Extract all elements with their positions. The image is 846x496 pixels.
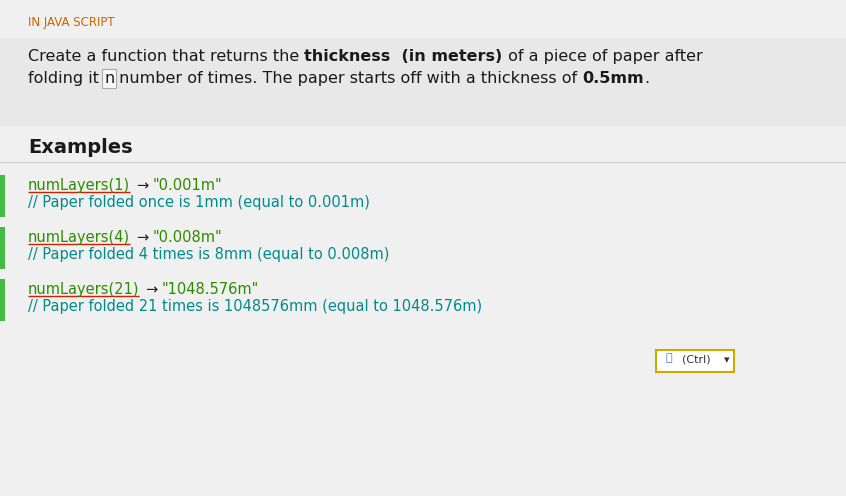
Bar bbox=[0, 279, 5, 321]
Bar bbox=[0, 175, 5, 217]
Text: →: → bbox=[136, 178, 148, 193]
Text: "0.001m": "0.001m" bbox=[152, 178, 222, 193]
Text: 0.5mm: 0.5mm bbox=[583, 71, 645, 86]
Text: .: . bbox=[645, 71, 650, 86]
Text: numLayers(21): numLayers(21) bbox=[28, 282, 140, 297]
Text: IN JAVA SCRIPT: IN JAVA SCRIPT bbox=[28, 16, 114, 29]
Text: of a piece of paper after: of a piece of paper after bbox=[503, 49, 702, 64]
Text: number of times. The paper starts off with a thickness of: number of times. The paper starts off wi… bbox=[114, 71, 583, 86]
Bar bbox=[0, 227, 5, 269]
Text: "1048.576m": "1048.576m" bbox=[162, 282, 259, 297]
Text: Examples: Examples bbox=[28, 138, 133, 157]
Text: thickness  (in meters): thickness (in meters) bbox=[305, 49, 503, 64]
Text: (Ctrl): (Ctrl) bbox=[682, 354, 711, 364]
Text: →: → bbox=[146, 282, 157, 297]
Text: n: n bbox=[104, 71, 114, 86]
Text: ▾: ▾ bbox=[724, 355, 729, 365]
Text: // Paper folded 21 times is 1048576mm (equal to 1048.576m): // Paper folded 21 times is 1048576mm (e… bbox=[28, 299, 482, 314]
Text: numLayers(1): numLayers(1) bbox=[28, 178, 130, 193]
Text: folding it: folding it bbox=[28, 71, 104, 86]
FancyBboxPatch shape bbox=[0, 38, 846, 126]
Text: numLayers(4): numLayers(4) bbox=[28, 230, 130, 245]
Text: →: → bbox=[136, 230, 148, 245]
Text: 📋: 📋 bbox=[666, 353, 673, 363]
FancyBboxPatch shape bbox=[102, 69, 117, 88]
Text: // Paper folded once is 1mm (equal to 0.001m): // Paper folded once is 1mm (equal to 0.… bbox=[28, 195, 370, 210]
Text: "0.008m": "0.008m" bbox=[152, 230, 222, 245]
Text: Create a function that returns the: Create a function that returns the bbox=[28, 49, 305, 64]
Text: // Paper folded 4 times is 8mm (equal to 0.008m): // Paper folded 4 times is 8mm (equal to… bbox=[28, 247, 389, 262]
FancyBboxPatch shape bbox=[656, 350, 734, 372]
